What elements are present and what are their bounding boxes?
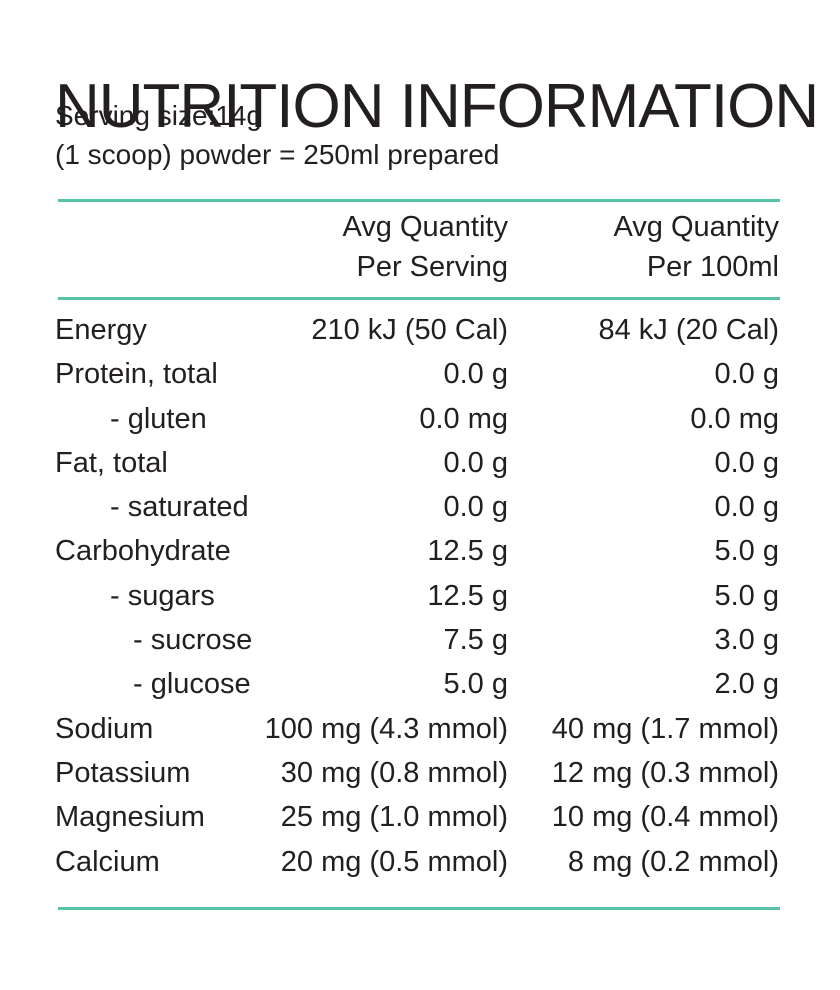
per-serving-value: 30 mg (0.8 mmol) bbox=[280, 756, 508, 789]
per-serving-header-line1: Avg Quantity bbox=[342, 211, 508, 243]
table-row-magnesium: Magnesium 25 mg (1.0 mmol) 10 mg (0.4 mm… bbox=[0, 795, 840, 839]
per-serving-value: 7.5 g bbox=[443, 624, 509, 657]
per-serving-header-line2: Per Serving bbox=[356, 251, 508, 283]
row-label: Fat, total bbox=[55, 446, 168, 479]
table-row-sugars: - sugars 12.5 g 5.0 g bbox=[0, 574, 840, 618]
row-label: Energy bbox=[55, 314, 147, 346]
row-label: Potassium bbox=[55, 756, 191, 789]
per-serving-value: 0.0 mg bbox=[419, 402, 508, 435]
per-100ml-value: 84 kJ (20 Cal) bbox=[598, 314, 779, 346]
per-100ml-value: 40 mg (1.7 mmol) bbox=[551, 712, 779, 745]
per-100ml-value: 12 mg (0.3 mmol) bbox=[551, 756, 779, 789]
per-serving-value: 210 kJ (50 Cal) bbox=[311, 314, 508, 346]
per-serving-value: 20 mg (0.5 mmol) bbox=[280, 845, 508, 878]
per-100ml-header-line2: Per 100ml bbox=[646, 251, 779, 283]
bottom-divider bbox=[58, 907, 780, 910]
per-100ml-value: 5.0 g bbox=[714, 579, 780, 612]
per-100ml-value: 8 mg (0.2 mmol) bbox=[567, 845, 779, 878]
table-row-protein: Protein, total 0.0 g 0.0 g bbox=[0, 352, 840, 396]
row-label: Protein, total bbox=[55, 358, 218, 391]
per-100ml-value: 3.0 g bbox=[714, 624, 780, 657]
per-100ml-header-line1: Avg Quantity bbox=[613, 211, 779, 243]
per-serving-value: 12.5 g bbox=[427, 579, 508, 612]
per-100ml-value: 0.0 g bbox=[714, 491, 780, 524]
table-row-sucrose: - sucrose 7.5 g 3.0 g bbox=[0, 618, 840, 662]
per-serving-value: 0.0 g bbox=[443, 446, 509, 479]
per-serving-value: 5.0 g bbox=[443, 668, 509, 701]
per-serving-value: 100 mg (4.3 mmol) bbox=[264, 712, 508, 745]
table-row-sodium: Sodium 100 mg (4.3 mmol) 40 mg (1.7 mmol… bbox=[0, 707, 840, 751]
per-100ml-value: 0.0 g bbox=[714, 446, 780, 479]
table-row-saturated: - saturated 0.0 g 0.0 g bbox=[0, 485, 840, 529]
row-label: - sucrose bbox=[133, 624, 253, 657]
row-label: Carbohydrate bbox=[55, 535, 231, 568]
table-row-calcium: Calcium 20 mg (0.5 mmol) 8 mg (0.2 mmol) bbox=[0, 840, 840, 884]
row-label: - glucose bbox=[133, 668, 251, 701]
table-row-carbohydrate: Carbohydrate 12.5 g 5.0 g bbox=[0, 529, 840, 573]
header-divider bbox=[58, 297, 780, 300]
row-label: Magnesium bbox=[55, 801, 205, 834]
nutrition-table: Energy 210 kJ (50 Cal) 84 kJ (20 Cal) Pr… bbox=[0, 308, 840, 884]
per-100ml-value: 10 mg (0.4 mmol) bbox=[551, 801, 779, 834]
table-row-gluten: - gluten 0.0 mg 0.0 mg bbox=[0, 397, 840, 441]
row-label: Sodium bbox=[55, 712, 154, 745]
per-serving-value: 0.0 g bbox=[443, 358, 509, 391]
row-label: - gluten bbox=[110, 402, 207, 435]
row-label: Calcium bbox=[55, 845, 160, 878]
top-divider bbox=[58, 199, 780, 202]
table-row-potassium: Potassium 30 mg (0.8 mmol) 12 mg (0.3 mm… bbox=[0, 751, 840, 795]
per-serving-value: 25 mg (1.0 mmol) bbox=[280, 801, 508, 834]
per-100ml-value: 5.0 g bbox=[714, 535, 780, 568]
per-serving-value: 12.5 g bbox=[427, 535, 508, 568]
per-100ml-value: 0.0 mg bbox=[690, 402, 779, 435]
per-100ml-value: 0.0 g bbox=[714, 358, 780, 391]
per-100ml-header: Avg Quantity Per 100ml bbox=[613, 207, 779, 287]
per-serving-header: Avg Quantity Per Serving bbox=[342, 207, 508, 287]
row-label: - sugars bbox=[110, 579, 215, 612]
per-serving-value: 0.0 g bbox=[443, 491, 509, 524]
page-title: NUTRITION INFORMATION bbox=[55, 71, 819, 141]
table-row-energy: Energy 210 kJ (50 Cal) 84 kJ (20 Cal) bbox=[0, 308, 840, 352]
serving-size: Serving size:14g bbox=[55, 100, 263, 131]
row-label: - saturated bbox=[110, 491, 249, 524]
table-row-fat: Fat, total 0.0 g 0.0 g bbox=[0, 441, 840, 485]
per-100ml-value: 2.0 g bbox=[714, 668, 780, 701]
serving-note: (1 scoop) powder = 250ml prepared bbox=[55, 139, 500, 170]
table-row-glucose: - glucose 5.0 g 2.0 g bbox=[0, 662, 840, 706]
